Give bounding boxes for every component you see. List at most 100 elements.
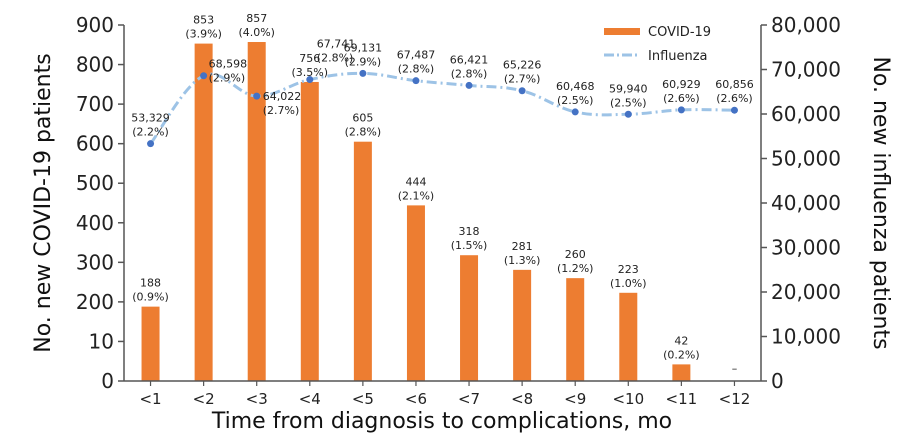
- legend-label-covid: COVID-19: [648, 25, 711, 40]
- influenza-pct-label: (2.6%): [663, 92, 700, 105]
- x-axis-title: Time from diagnosis to complications, mo: [211, 409, 672, 434]
- y-right-tick-label: 30,000: [771, 236, 841, 260]
- legend-label-influenza: Influenza: [648, 49, 708, 64]
- covid-pct-label: (2.1%): [398, 189, 435, 202]
- covid-pct-label: (0.9%): [132, 291, 169, 304]
- influenza-point: [677, 106, 685, 114]
- influenza-pct-label: (2.8%): [317, 52, 354, 65]
- covid-value-label: 857: [246, 12, 267, 25]
- covid-value-label: 281: [512, 240, 533, 253]
- y-right-tick-label: 80,000: [771, 13, 841, 37]
- influenza-line: [147, 69, 738, 148]
- covid-pct-label: (4.0%): [238, 26, 275, 39]
- influenza-pct-label: (2.7%): [263, 104, 300, 117]
- influenza-value-label: 68,598: [209, 58, 248, 71]
- covid-value-label: 260: [565, 248, 586, 261]
- covid-value-label: 853: [193, 14, 214, 27]
- covid-pct-label: (0.2%): [663, 348, 700, 361]
- x-tick-label: <5: [352, 390, 374, 408]
- y-right-tick-label: 40,000: [771, 191, 841, 215]
- influenza-pct-label: (2.7%): [504, 73, 541, 86]
- y-right-tick-label: 70,000: [771, 58, 841, 82]
- influenza-pct-label: (2.9%): [209, 72, 246, 85]
- influenza-point: [359, 69, 367, 77]
- influenza-point: [147, 140, 155, 148]
- y-left-tick-label: 500: [76, 171, 114, 195]
- y-axis-left-title: No. new COVID-19 patients: [31, 53, 56, 352]
- x-tick-label: <4: [299, 390, 321, 408]
- y-left-tick-label: 800: [76, 53, 114, 77]
- x-tick-label: <8: [511, 390, 533, 408]
- influenza-value-label: 59,940: [609, 82, 648, 95]
- influenza-value-label: 60,856: [715, 78, 754, 91]
- covid-pct-label: (1.5%): [451, 239, 488, 252]
- covid-value-label: 223: [618, 263, 639, 276]
- y-left-tick-label: 400: [76, 211, 114, 235]
- covid-bar: [300, 81, 319, 382]
- x-tick-label: <1: [139, 390, 161, 408]
- covid-bars: [141, 42, 691, 382]
- covid-pct-label: (2.8%): [345, 126, 382, 139]
- influenza-point: [571, 108, 579, 116]
- y-left-tick-label: 0: [101, 369, 114, 393]
- covid-value-label: 444: [405, 175, 426, 188]
- y-left-tick-label: 600: [76, 132, 114, 156]
- covid-pct-label: (3.5%): [292, 66, 329, 79]
- covid-bar: [353, 141, 372, 381]
- influenza-value-label: 69,131: [344, 41, 383, 54]
- influenza-pct-label: (2.8%): [398, 63, 435, 76]
- influenza-point: [465, 81, 473, 89]
- covid-bar: [460, 255, 479, 381]
- tick-labels: 0 10 200 300 400 500 600 700 800 900 0 10,000 20,000…: [76, 13, 841, 408]
- influenza-point: [306, 76, 314, 84]
- covid-bar: [247, 42, 266, 382]
- covid-bar: [619, 292, 638, 381]
- covid-pct-label: (1.3%): [504, 254, 541, 267]
- data-labels: 188(0.9%)853(3.9%)857(4.0%)756(3.5%)605(…: [131, 12, 753, 375]
- covid-pct-label: (1.0%): [610, 277, 647, 290]
- influenza-pct-label: (2.6%): [716, 92, 753, 105]
- influenza-pct-label: (2.2%): [132, 126, 169, 139]
- x-tick-label: <12: [719, 390, 751, 408]
- x-tick-label: <10: [612, 390, 644, 408]
- y-left-tick-label: 700: [76, 92, 114, 116]
- influenza-pct-label: (2.5%): [557, 94, 594, 107]
- influenza-value-label: 66,421: [450, 53, 489, 66]
- influenza-point: [518, 87, 526, 95]
- y-left-tick-label: 200: [76, 290, 114, 314]
- influenza-value-label: 67,741: [317, 38, 356, 51]
- covid-pct-label: (3.9%): [185, 28, 222, 41]
- influenza-point: [200, 72, 208, 80]
- covid-value-label: 42: [674, 334, 688, 347]
- influenza-value-label: 53,329: [131, 112, 170, 125]
- influenza-point: [253, 92, 261, 100]
- covid-value-label: –: [732, 362, 738, 375]
- legend-swatch-covid: [604, 28, 640, 35]
- x-tick-label: <6: [405, 390, 427, 408]
- x-tick-label: <3: [246, 390, 268, 408]
- covid-bar: [672, 364, 691, 381]
- covid-bar: [194, 43, 213, 381]
- influenza-value-label: 65,226: [503, 59, 542, 72]
- covid-bar: [141, 306, 160, 381]
- covid-bar: [566, 278, 585, 381]
- x-tick-label: <9: [564, 390, 586, 408]
- covid-bar: [406, 205, 425, 381]
- influenza-point: [412, 77, 420, 85]
- covid-bar: [513, 269, 532, 381]
- y-axis-right-title: No. new influenza patients: [868, 56, 893, 349]
- y-left-tick-label: 300: [76, 250, 114, 274]
- y-left-tick-label: 10: [89, 329, 114, 353]
- covid-value-label: 318: [459, 225, 480, 238]
- influenza-pct-label: (2.9%): [345, 55, 382, 68]
- influenza-value-label: 60,929: [662, 78, 701, 91]
- influenza-pct-label: (2.5%): [610, 96, 647, 109]
- y-left-tick-label: 900: [76, 13, 114, 37]
- covid-value-label: 188: [140, 277, 161, 290]
- influenza-value-label: 64,022: [263, 90, 302, 103]
- influenza-value-label: 60,468: [556, 80, 595, 93]
- x-tick-label: <2: [193, 390, 215, 408]
- y-right-tick-label: 0: [771, 369, 784, 393]
- influenza-point: [730, 106, 738, 114]
